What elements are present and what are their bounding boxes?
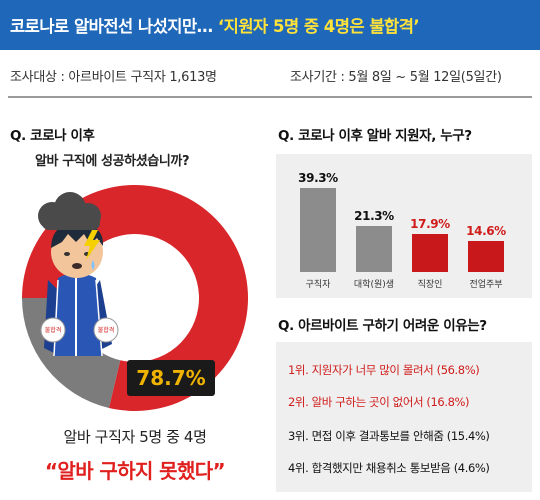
summary-line-1: 알바 구직자 5명 중 4명 (63, 428, 207, 446)
left-question-title: Q. 코로나 이후 (10, 128, 95, 144)
donut-svg: 불합격 불합격 (22, 185, 248, 411)
bar-value-label-1: 39.3% (298, 170, 338, 185)
header-title-prefix: 코로나로 알바전선 나섰지만… (10, 17, 218, 36)
bar-category-label-1: 구직자 (305, 280, 331, 290)
bar-value-label-4: 14.6% (466, 223, 506, 238)
bar-category-label-2: 대학(원)생 (353, 280, 395, 290)
bar-1 (300, 187, 336, 272)
bar-category-label-3: 직장인 (417, 280, 443, 290)
svg-text:불합격: 불합격 (45, 326, 62, 334)
header-title-highlight: ‘지원자 5명 중 4명은 불합격’ (217, 17, 420, 36)
donut-chart: 불합격 불합격 (0, 180, 270, 424)
bar-4 (468, 240, 504, 272)
job-seeker-character-icon: 불합격 불합격 (40, 223, 119, 357)
divider (8, 96, 532, 98)
svg-text:불합격: 불합격 (98, 326, 115, 334)
failure-percent-badge: 78.7% (127, 360, 215, 396)
reason-item-2: 2위. 알바 구하는 곳이 없어서 (16.8%) (288, 395, 470, 409)
survey-period: 조사기간 : 5월 8일 ~ 5월 12일(5일간) (290, 70, 502, 85)
lightning-icon (84, 230, 100, 260)
bar-value-label-2: 21.3% (354, 209, 394, 224)
right-bottom-question-title: Q. 아르바이트 구하기 어려운 이유는? (278, 318, 487, 334)
left-subquestion: 알바 구직에 성공하셨습니까? (35, 154, 190, 169)
reason-item-3: 3위. 면접 이후 결과통보를 안해줌 (15.4%) (288, 429, 490, 443)
header-banner: 코로나로 알바전선 나섰지만… ‘지원자 5명 중 4명은 불합격’ (0, 0, 540, 50)
bar-value-label-3: 17.9% (410, 216, 450, 231)
reason-item-4: 4위. 합격했지만 채용취소 통보받음 (4.6%) (288, 461, 490, 475)
header-title: 코로나로 알바전선 나섰지만… ‘지원자 5명 중 4명은 불합격’ (10, 13, 420, 37)
right-top-question-title: Q. 코로나 이후 알바 지원자, 누구? (278, 128, 472, 144)
bar-2 (356, 226, 392, 272)
reasons-panel (276, 342, 532, 492)
summary-line-2: “알바 구하지 못했다” (44, 459, 226, 483)
reason-item-1: 1위. 지원자가 너무 많이 몰려서 (56.8%) (288, 363, 480, 377)
storm-cloud-icon (38, 192, 101, 230)
bar-3 (412, 233, 448, 272)
bar-category-label-4: 전업주부 (469, 280, 503, 290)
survey-target: 조사대상 : 아르바이트 구직자 1,613명 (10, 70, 217, 85)
